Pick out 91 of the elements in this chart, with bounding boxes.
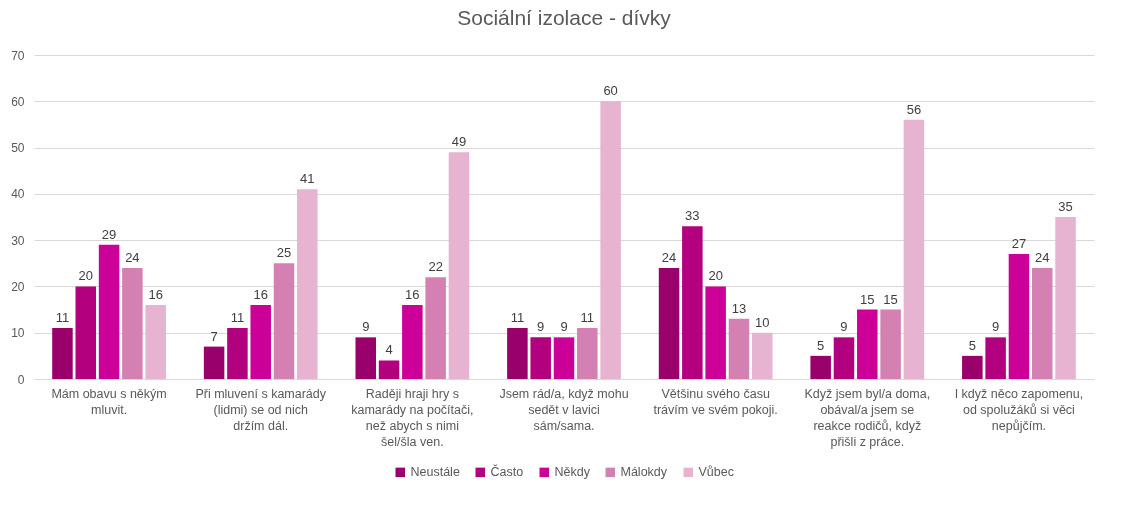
data-label: 11: [510, 310, 525, 326]
bar: [728, 318, 750, 379]
data-label: 7: [210, 328, 218, 344]
data-label: 20: [708, 268, 723, 284]
legend-label: Někdy: [554, 465, 591, 480]
legend-label: Často: [490, 464, 524, 480]
bar: [448, 152, 470, 379]
data-label: 24: [661, 249, 677, 265]
data-label: 9: [840, 319, 848, 335]
data-label: 35: [1058, 199, 1073, 214]
x-tick-label: Mám obavu s někým mluvit.: [51, 386, 167, 417]
bar: [507, 328, 528, 379]
bar: [705, 286, 726, 379]
x-tick-label: Raději hraji hry s kamarády na počítači, než abych s nimi šel/šla ven.: [351, 386, 474, 449]
data-label: 41: [300, 171, 315, 187]
data-label: 15: [860, 291, 875, 307]
data-label: 11: [55, 310, 70, 326]
data-label: 16: [405, 286, 420, 302]
bar: [903, 119, 925, 379]
data-label: 15: [883, 291, 898, 307]
bar: [52, 328, 73, 379]
data-label: 5: [968, 337, 976, 353]
y-tick-label: 70: [11, 48, 25, 63]
y-tick-label: 40: [11, 187, 25, 202]
x-tick-label: Když jsem byl/a doma, obával/a jsem se reakce rodičů, když přišli z práce.: [804, 386, 931, 449]
bar: [145, 304, 166, 379]
bar: [962, 355, 983, 379]
chart-title: Sociální izolace - dívky: [457, 6, 672, 29]
bar: [273, 263, 295, 379]
bar: [75, 286, 97, 379]
bar: [810, 355, 831, 379]
y-tick-label: 20: [11, 279, 25, 294]
bar: [658, 267, 680, 379]
bar: [402, 304, 423, 379]
data-label: 22: [428, 259, 443, 275]
data-label: 9: [560, 319, 568, 335]
bar: [752, 332, 773, 379]
data-label: 4: [385, 342, 393, 358]
y-tick-label: 0: [17, 372, 25, 387]
data-label: 27: [1011, 236, 1027, 252]
bar: [122, 267, 143, 379]
data-label: 16: [253, 286, 268, 302]
bar: [297, 189, 318, 379]
data-label: 24: [1035, 249, 1050, 265]
bar: [227, 328, 248, 379]
data-label: 56: [906, 101, 922, 117]
y-tick-label: 30: [11, 233, 25, 248]
bar: [1008, 254, 1030, 379]
bar: [577, 328, 598, 379]
legend-label: Vůbec: [698, 465, 734, 480]
bar: [880, 309, 901, 379]
bar: [355, 337, 376, 379]
data-label: 9: [992, 319, 1000, 335]
x-tick-label: Většinu svého času trávím ve svém pokoji.: [653, 386, 778, 417]
legend-label: Neustále: [410, 465, 460, 480]
x-tick-label: Při mluvení s kamarády (lidmi) se od nich držím dál.: [195, 386, 327, 433]
data-label: 29: [101, 226, 117, 242]
x-tick-label: I když něco zapomenu, od spolužáků si věci nepůjčím.: [954, 386, 1084, 433]
y-tick-label: 50: [11, 141, 25, 156]
data-label: 16: [148, 286, 163, 302]
data-label: 49: [451, 134, 467, 150]
bar: [682, 226, 703, 379]
bar: [378, 360, 400, 379]
data-label: 25: [276, 245, 292, 261]
data-label: 11: [230, 310, 245, 326]
data-label: 33: [685, 208, 700, 224]
bar: [250, 304, 271, 379]
bar: [553, 337, 575, 379]
bar: [203, 346, 225, 379]
data-label: 9: [362, 319, 370, 335]
bar: [600, 101, 621, 379]
bar: [98, 244, 120, 379]
data-label: 9: [537, 319, 545, 335]
bar: [1031, 267, 1053, 379]
bar: [985, 337, 1006, 379]
bar: [1055, 217, 1076, 379]
data-label: 60: [603, 83, 618, 99]
data-label: 10: [755, 314, 770, 330]
x-tick-label: Jsem rád/a, když mohu sedět v lavici sám/sama.: [499, 386, 629, 433]
data-label: 13: [731, 300, 747, 316]
data-label: 11: [580, 310, 595, 326]
bar: [425, 277, 446, 379]
data-label: 24: [125, 249, 140, 265]
data-label: 5: [817, 337, 825, 353]
y-tick-label: 60: [11, 94, 25, 109]
bar: [530, 337, 551, 379]
legend-label: Málokdy: [620, 465, 668, 480]
bar: [833, 337, 855, 379]
data-label: 20: [78, 268, 93, 284]
bar: [857, 309, 878, 379]
y-tick-label: 10: [11, 326, 25, 341]
